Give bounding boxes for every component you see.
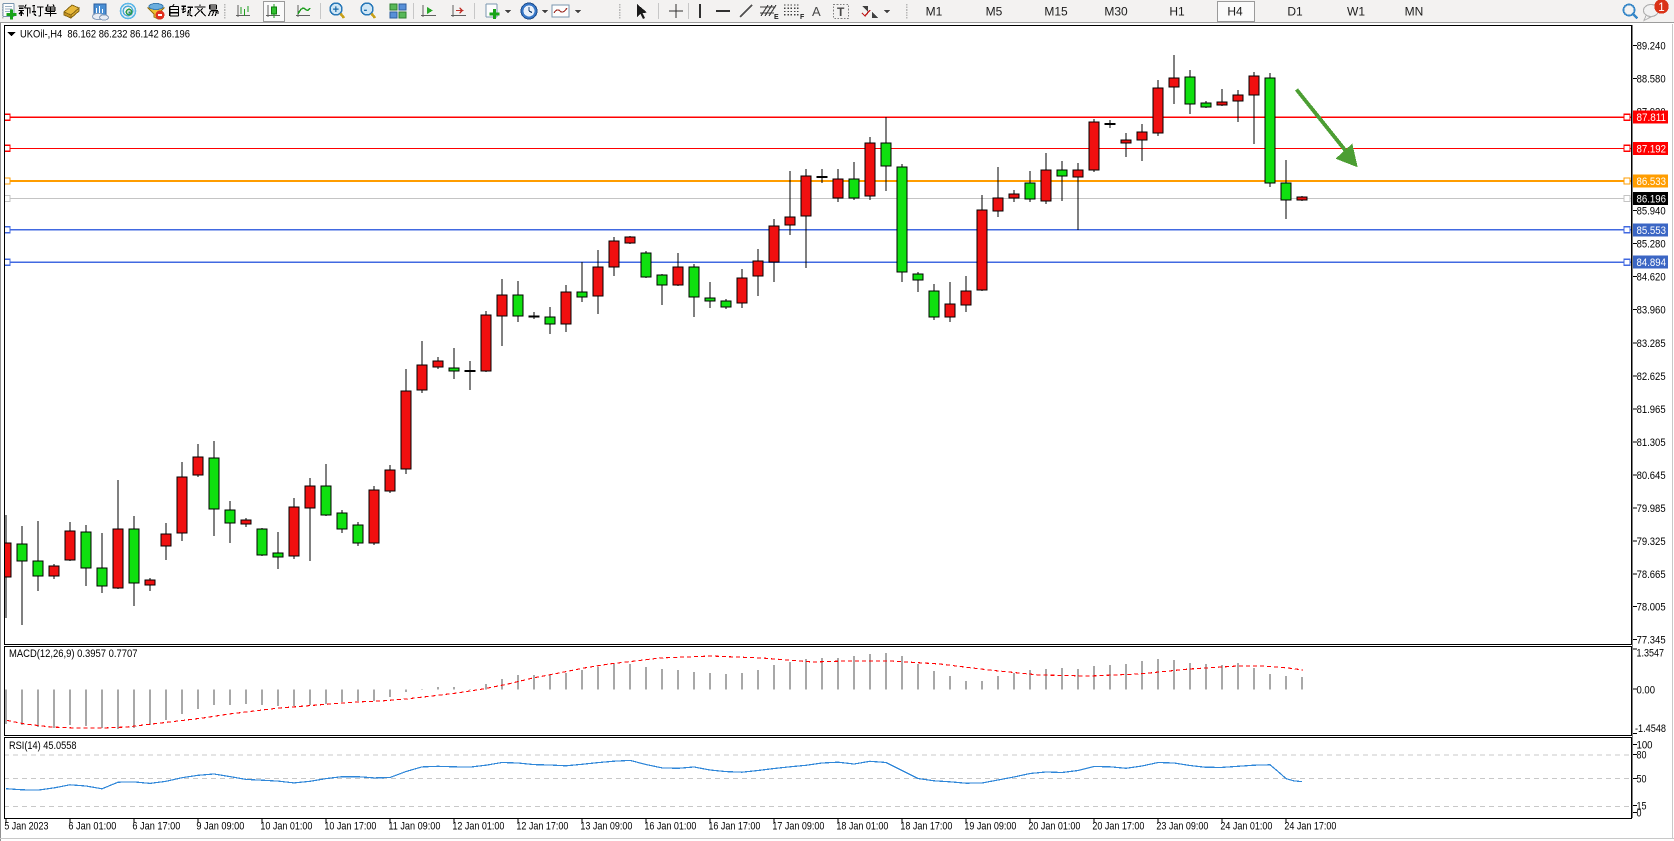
svg-text:A: A (812, 4, 821, 19)
svg-text:24 Jan 01:00: 24 Jan 01:00 (1220, 821, 1272, 833)
svg-text:M30: M30 (1104, 5, 1128, 19)
svg-text:10 Jan 01:00: 10 Jan 01:00 (260, 821, 312, 833)
svg-text:-: - (364, 4, 368, 16)
svg-text:1: 1 (1658, 2, 1664, 14)
svg-text:87.811: 87.811 (1637, 112, 1667, 124)
svg-text:24 Jan 17:00: 24 Jan 17:00 (1284, 821, 1336, 833)
svg-text:F: F (800, 14, 805, 21)
svg-text:82.625: 82.625 (1637, 371, 1666, 383)
svg-text:86.196: 86.196 (1637, 193, 1667, 205)
svg-text:UKOil-,H4 86.162 86.232 86.14: UKOil-,H4 86.162 86.232 86.142 86.196 (20, 29, 190, 41)
svg-text:19 Jan 09:00: 19 Jan 09:00 (964, 821, 1016, 833)
svg-text:-1.4548: -1.4548 (1635, 723, 1666, 735)
svg-text:D1: D1 (1287, 5, 1303, 19)
svg-text:11 Jan 09:00: 11 Jan 09:00 (388, 821, 440, 833)
svg-text:12 Jan 01:00: 12 Jan 01:00 (452, 821, 504, 833)
svg-text:W1: W1 (1347, 5, 1365, 19)
svg-text:20 Jan 01:00: 20 Jan 01:00 (1028, 821, 1080, 833)
svg-text:16 Jan 17:00: 16 Jan 17:00 (708, 821, 760, 833)
svg-text:89.240: 89.240 (1637, 41, 1666, 53)
svg-text:M5: M5 (986, 5, 1003, 19)
svg-text:86.533: 86.533 (1637, 176, 1667, 188)
svg-text:6 Jan 17:00: 6 Jan 17:00 (132, 821, 180, 833)
svg-text:18 Jan 01:00: 18 Jan 01:00 (836, 821, 888, 833)
svg-text:17 Jan 09:00: 17 Jan 09:00 (772, 821, 824, 833)
svg-text:84.620: 84.620 (1637, 271, 1666, 283)
svg-text:83.960: 83.960 (1637, 304, 1666, 316)
svg-text:H1: H1 (1169, 5, 1185, 19)
svg-text:81.965: 81.965 (1637, 404, 1666, 416)
svg-text:MN: MN (1405, 5, 1424, 19)
svg-text:84.894: 84.894 (1637, 257, 1667, 269)
svg-text:RSI(14) 45.0558: RSI(14) 45.0558 (9, 740, 77, 752)
svg-text:50: 50 (1637, 774, 1647, 786)
svg-text:77.345: 77.345 (1637, 635, 1666, 647)
svg-text:M15: M15 (1044, 5, 1068, 19)
svg-text:88.580: 88.580 (1637, 74, 1666, 86)
svg-text:80.645: 80.645 (1637, 470, 1666, 482)
svg-text:E: E (774, 14, 779, 21)
svg-text:78.665: 78.665 (1637, 569, 1666, 581)
svg-text:16 Jan 01:00: 16 Jan 01:00 (644, 821, 696, 833)
svg-text:12 Jan 17:00: 12 Jan 17:00 (516, 821, 568, 833)
svg-text:1.3547: 1.3547 (1637, 648, 1665, 660)
svg-text:T: T (837, 5, 845, 19)
svg-text:83.285: 83.285 (1637, 338, 1666, 350)
svg-text:13 Jan 09:00: 13 Jan 09:00 (580, 821, 632, 833)
svg-text:20 Jan 17:00: 20 Jan 17:00 (1092, 821, 1144, 833)
svg-text:+: + (333, 4, 339, 16)
svg-text:10 Jan 17:00: 10 Jan 17:00 (324, 821, 376, 833)
svg-text:0: 0 (1637, 808, 1642, 820)
svg-text:23 Jan 09:00: 23 Jan 09:00 (1156, 821, 1208, 833)
svg-text:81.305: 81.305 (1637, 437, 1666, 449)
svg-text:9 Jan 09:00: 9 Jan 09:00 (196, 821, 244, 833)
svg-text:80: 80 (1637, 750, 1647, 762)
svg-text:79.325: 79.325 (1637, 536, 1666, 548)
svg-text:78.005: 78.005 (1637, 602, 1666, 614)
svg-text:79.985: 79.985 (1637, 503, 1666, 515)
svg-text:H4: H4 (1227, 5, 1243, 19)
svg-text:85.940: 85.940 (1637, 205, 1666, 217)
svg-text:15: 15 (1637, 801, 1647, 813)
svg-text:87.192: 87.192 (1637, 143, 1667, 155)
svg-text:85.280: 85.280 (1637, 238, 1666, 250)
svg-text:5 Jan 2023: 5 Jan 2023 (4, 821, 48, 833)
svg-text:0.00: 0.00 (1637, 685, 1656, 697)
svg-text:100: 100 (1637, 740, 1653, 752)
svg-text:MACD(12,26,9) 0.3957 0.7707: MACD(12,26,9) 0.3957 0.7707 (9, 648, 138, 660)
svg-text:6 Jan 01:00: 6 Jan 01:00 (68, 821, 116, 833)
svg-text:85.553: 85.553 (1637, 225, 1667, 237)
svg-text:18 Jan 17:00: 18 Jan 17:00 (900, 821, 952, 833)
svg-text:M1: M1 (926, 5, 943, 19)
